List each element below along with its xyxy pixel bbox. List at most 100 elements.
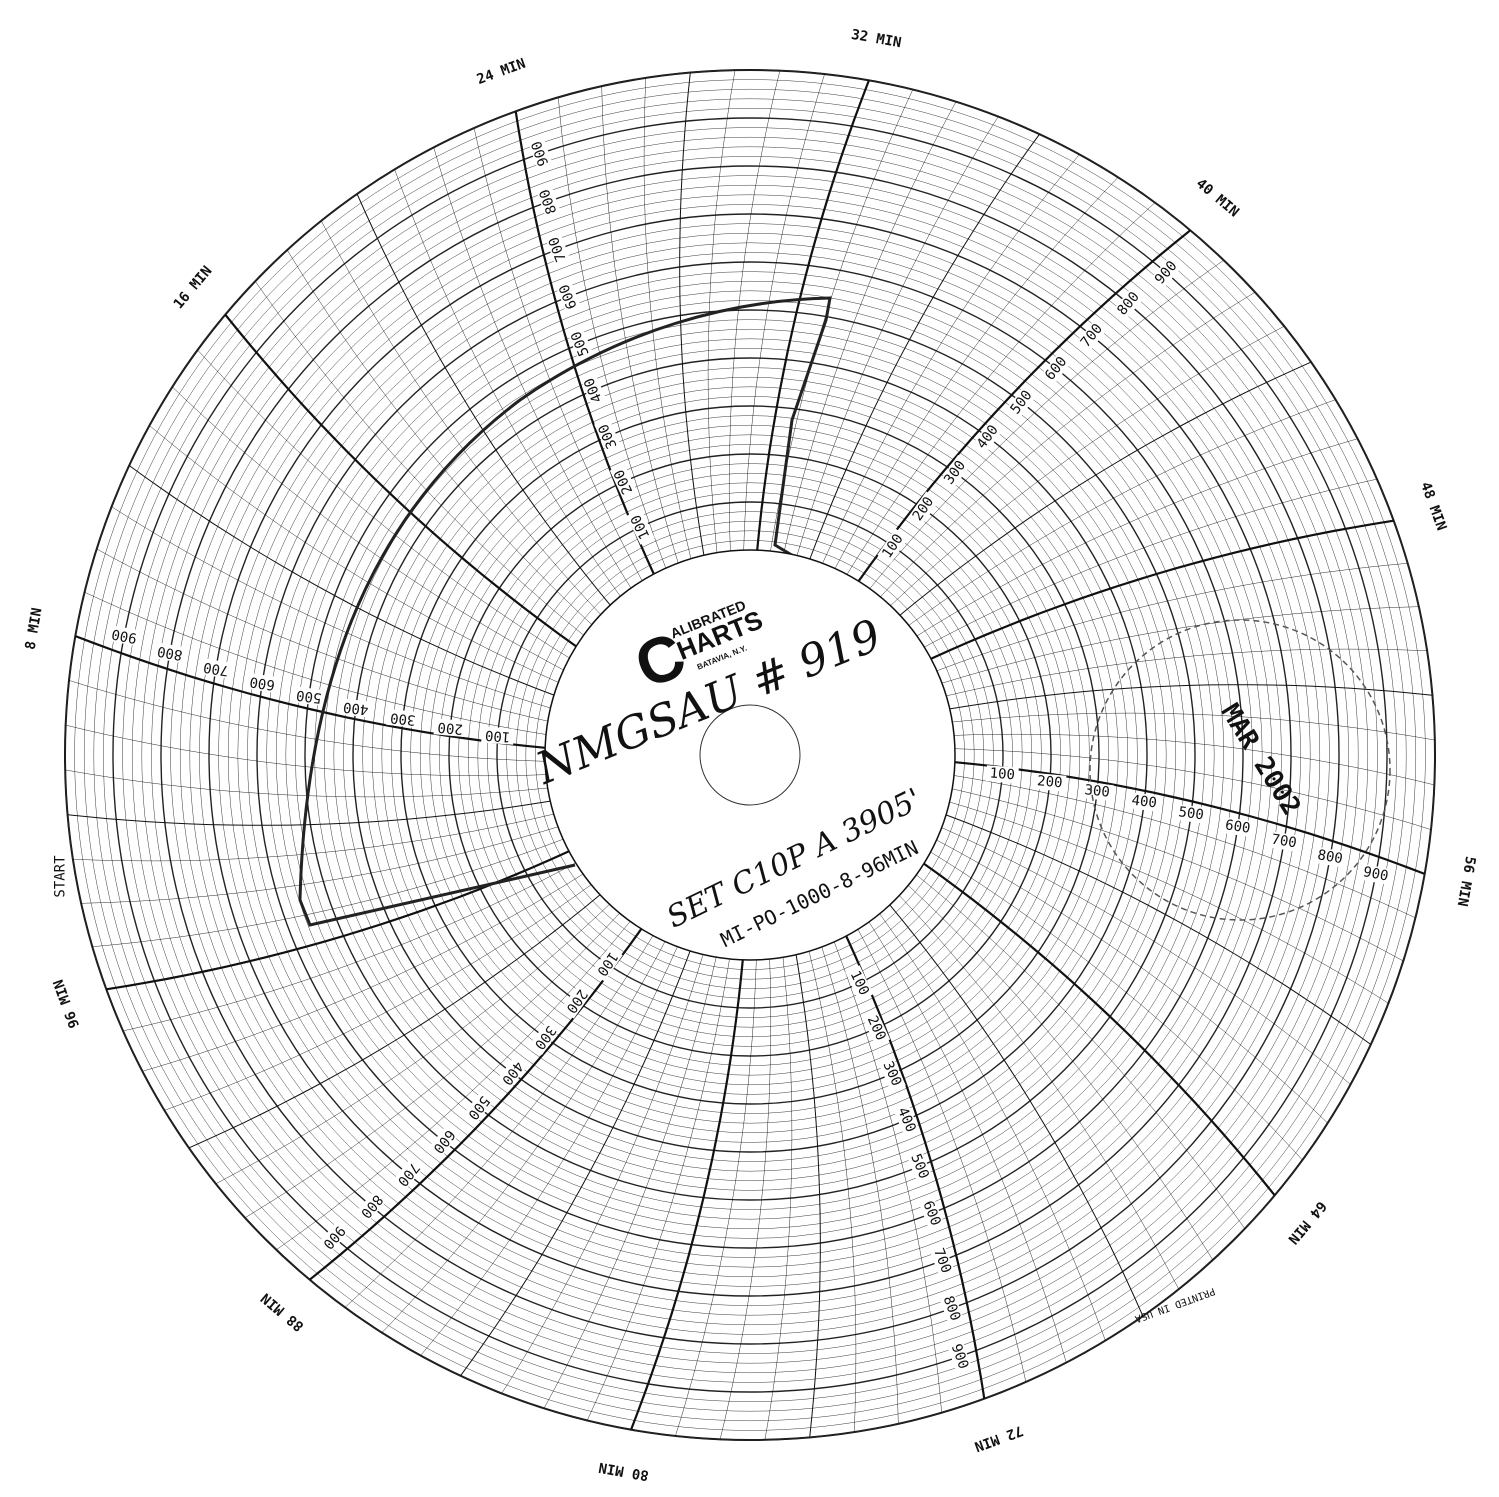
minute-line: [899, 895, 1179, 1290]
minute-line: [67, 800, 551, 826]
scale-label-bg: [291, 686, 326, 707]
grid-circle: [208, 213, 1292, 1297]
minute-line: [707, 70, 736, 553]
minute-line: [728, 70, 781, 551]
scale-label: 300: [1084, 782, 1111, 801]
grid-circle: [400, 405, 1100, 1105]
scale-label-bg: [1149, 255, 1183, 291]
minute-line: [111, 506, 551, 709]
scale-label: 100: [485, 727, 511, 745]
scale-label-bg: [555, 278, 582, 315]
minute-line: [908, 399, 1336, 626]
scale-label-bg: [1033, 772, 1067, 792]
minute-line: [394, 169, 621, 597]
minute-line: [96, 548, 548, 722]
minute-line: [675, 959, 757, 1436]
scale-label: 400: [1131, 793, 1158, 812]
minute-line: [879, 913, 1106, 1341]
scale-label-bg: [317, 1219, 351, 1255]
minute-line: [172, 386, 564, 671]
minute-line: [84, 591, 547, 735]
minute-line: [460, 950, 691, 1377]
scale-label-bg: [544, 231, 572, 268]
grid-circle: [525, 530, 975, 980]
scale-label: 100: [989, 765, 1015, 783]
time-line: [514, 111, 655, 575]
minute-line: [809, 133, 1040, 560]
minute-line: [953, 775, 1416, 919]
grid-circle: [256, 261, 1244, 1249]
minute-line: [833, 941, 942, 1413]
scale-label-bg: [985, 765, 1019, 784]
minute-line: [936, 563, 1408, 672]
minute-line: [543, 957, 717, 1409]
grid-circle: [112, 117, 1388, 1393]
minute-line: [356, 193, 611, 606]
minute-line: [255, 281, 584, 636]
scale-label-bg: [971, 419, 1004, 455]
time-line: [857, 229, 1191, 582]
time-label: 24 MIN: [475, 56, 528, 88]
minute-line: [473, 127, 643, 581]
scale-label-bg: [1112, 286, 1146, 322]
scale-label-bg: [496, 1055, 529, 1091]
grid-circle: [227, 232, 1273, 1278]
minute-line: [889, 904, 1144, 1317]
minute-line: [188, 894, 601, 1149]
grid-circle: [487, 492, 1013, 1018]
grid-circle: [381, 386, 1119, 1124]
time-line: [630, 959, 744, 1430]
scale-label-bg: [152, 642, 188, 664]
scale-label-bg: [354, 1188, 388, 1224]
time-label: 56 MIN: [1454, 855, 1479, 908]
scale-label-bg: [877, 528, 909, 564]
scale-label: 900: [948, 1342, 971, 1371]
scale-label-bg: [609, 463, 638, 500]
minute-line: [899, 361, 1312, 616]
grid-circle: [352, 357, 1148, 1153]
grid-circle: [343, 348, 1157, 1162]
scale-label-bg: [527, 135, 554, 172]
center-hole: [699, 704, 801, 806]
scale-label-bg: [391, 1156, 425, 1192]
minute-line: [834, 177, 1119, 569]
minute-line: [952, 712, 1435, 741]
minute-line: [945, 814, 1372, 1045]
grid-circle: [199, 204, 1301, 1306]
scale-label: 700: [1270, 832, 1298, 852]
grid-circle: [362, 367, 1138, 1143]
grid-circle: [237, 242, 1263, 1268]
minute-line: [122, 862, 576, 1032]
minute-line: [244, 913, 620, 1218]
minute-line: [679, 72, 705, 556]
scale-label-bg: [386, 708, 420, 729]
scale-label-bg: [626, 508, 655, 545]
minute-line: [916, 874, 1245, 1229]
grid-circle: [122, 127, 1378, 1383]
minute-line: [381, 941, 666, 1333]
minute-line: [946, 648, 1428, 697]
minute-line: [941, 606, 1419, 684]
minute-line: [287, 249, 592, 625]
time-label: 8 MIN: [23, 607, 46, 651]
minute-line: [601, 86, 679, 564]
minute-line: [197, 349, 570, 659]
scale-label-bg: [1040, 351, 1073, 387]
scale-label: 700: [202, 659, 230, 679]
scale-label-bg: [579, 372, 608, 408]
scale-label-bg: [462, 1090, 495, 1126]
grid-circle: [419, 424, 1081, 1086]
minute-line: [501, 954, 704, 1394]
scale-label: 900: [110, 625, 138, 645]
scale-label-bg: [528, 1019, 561, 1055]
grid-circle: [515, 520, 985, 990]
scale-label-bg: [1174, 803, 1209, 824]
minute-line: [81, 826, 559, 904]
time-label: 48 MIN: [1417, 480, 1449, 533]
grid-circle: [371, 376, 1129, 1134]
scale-label-bg: [560, 983, 593, 1019]
scale-label-bg: [566, 325, 594, 362]
scale-label: 300: [389, 709, 416, 728]
scale-label-bg: [1127, 792, 1162, 812]
